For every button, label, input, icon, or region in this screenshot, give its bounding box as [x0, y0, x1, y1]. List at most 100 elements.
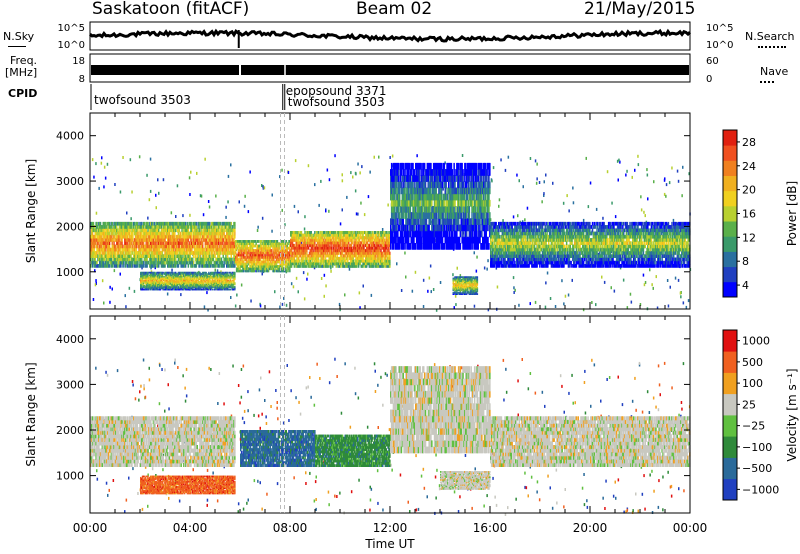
power-panel-cell [200, 251, 202, 255]
power-panel-cell [145, 247, 147, 252]
power-panel-cell [220, 247, 223, 252]
power-panel-cell [155, 280, 157, 283]
power-panel-cell [196, 251, 198, 255]
power-panel-scatter-cell [320, 179, 322, 183]
power-panel-cell [217, 274, 219, 277]
power-panel-cell [184, 221, 186, 226]
power-panel-cell [101, 251, 104, 255]
power-panel-cell [202, 264, 205, 268]
power-panel-cell [150, 273, 153, 275]
power-panel-scatter-cell [672, 218, 675, 222]
power-panel-cell [165, 228, 167, 233]
power-panel-cell [213, 283, 215, 286]
power-panel-cell [209, 279, 212, 282]
power-panel-cell [217, 251, 219, 255]
power-panel-cell [164, 271, 166, 274]
power-panel-cell [124, 244, 126, 249]
power-panel-cell [131, 260, 133, 265]
power-panel-cell [163, 221, 165, 226]
power-panel-cell [202, 274, 205, 277]
power-panel-cell [103, 244, 105, 249]
power-panel-scatter-cell [649, 261, 652, 265]
power-panel-cell [189, 274, 191, 277]
power-panel-cell [173, 273, 175, 275]
power-panel-cell [251, 260, 253, 264]
power-panel-cell [201, 238, 203, 242]
power-panel-cell [204, 257, 207, 262]
power-panel-scatter-cell [207, 308, 209, 312]
power-panel-cell [221, 273, 224, 275]
power-panel-cell [106, 234, 108, 239]
power-panel-scatter-cell [200, 194, 203, 198]
power-panel-cell [166, 282, 168, 284]
power-panel-cell [229, 225, 232, 229]
power-panel-cell [211, 282, 214, 284]
power-panel-cell [105, 221, 107, 226]
power-panel-cell [242, 262, 244, 266]
power-panel-cell [150, 280, 153, 283]
power-panel-cell [141, 238, 143, 242]
power-panel-cell [95, 251, 97, 255]
power-panel-cell [180, 244, 182, 249]
power-panel-cell [218, 251, 221, 255]
power-panel-cell [187, 264, 190, 268]
power-panel-cell [90, 228, 93, 233]
power-panel-cell [183, 274, 185, 277]
power-panel-cell [132, 231, 134, 236]
power-panel-cell [198, 286, 200, 288]
power-panel-cell [205, 238, 207, 242]
power-panel-cell [199, 247, 201, 252]
power-panel-cell [116, 231, 118, 236]
power-panel-cell [91, 264, 94, 268]
power-panel-cell [235, 269, 238, 273]
power-panel-cell [218, 286, 221, 288]
power-panel-cell [218, 287, 221, 290]
power-panel-cell [228, 286, 231, 288]
power-panel-cell [183, 271, 185, 274]
power-panel-cell [166, 277, 169, 279]
power-panel-scatter-cell [567, 293, 570, 297]
power-panel-cell [149, 238, 151, 242]
power-panel-cell [221, 231, 224, 236]
power-panel-cell [172, 286, 174, 288]
power-panel-scatter-cell [512, 215, 515, 219]
power-panel-scatter-cell [617, 178, 619, 182]
power-panel-cell [119, 228, 121, 233]
power-panel-cell [206, 225, 208, 229]
power-panel-cell [174, 244, 176, 249]
power-panel-cell [149, 284, 152, 287]
power-panel-scatter-cell [665, 194, 667, 198]
power-panel-cell [186, 234, 189, 239]
power-panel-cell [250, 258, 252, 261]
power-panel-cell [226, 283, 228, 286]
power-panel-cell [209, 271, 212, 274]
power-panel-cell [163, 228, 165, 233]
power-panel-cell [184, 260, 187, 265]
power-panel-scatter-cell [626, 306, 629, 310]
cpid-entry: twofsound 3503 [94, 93, 191, 107]
power-panel-cell [157, 238, 159, 242]
power-panel-cell [94, 228, 96, 233]
power-panel-cell [137, 244, 139, 249]
power-panel-cell [192, 273, 195, 275]
power-panel-cell [147, 247, 149, 252]
power-panel-scatter-cell [238, 200, 240, 204]
power-panel-cell [207, 241, 209, 245]
power-panel-cell [100, 260, 103, 265]
power-panel-cell [211, 238, 214, 242]
power-panel-cell [252, 265, 255, 268]
power-panel-scatter-cell [391, 154, 394, 158]
power-panel-cell [146, 244, 148, 249]
power-panel-cell [243, 267, 245, 271]
power-panel-cell [151, 279, 154, 282]
power-panel-cell [249, 262, 251, 266]
power-panel-cell [239, 265, 241, 268]
power-panel-cell [230, 260, 232, 265]
power-panel-cell [206, 231, 208, 236]
power-panel-cell [145, 244, 147, 249]
power-panel-scatter-cell [189, 193, 191, 196]
power-panel-cell [199, 221, 201, 226]
power-panel-cell [210, 254, 213, 258]
power-panel-cell [187, 244, 190, 249]
power-panel-cell [174, 264, 176, 268]
